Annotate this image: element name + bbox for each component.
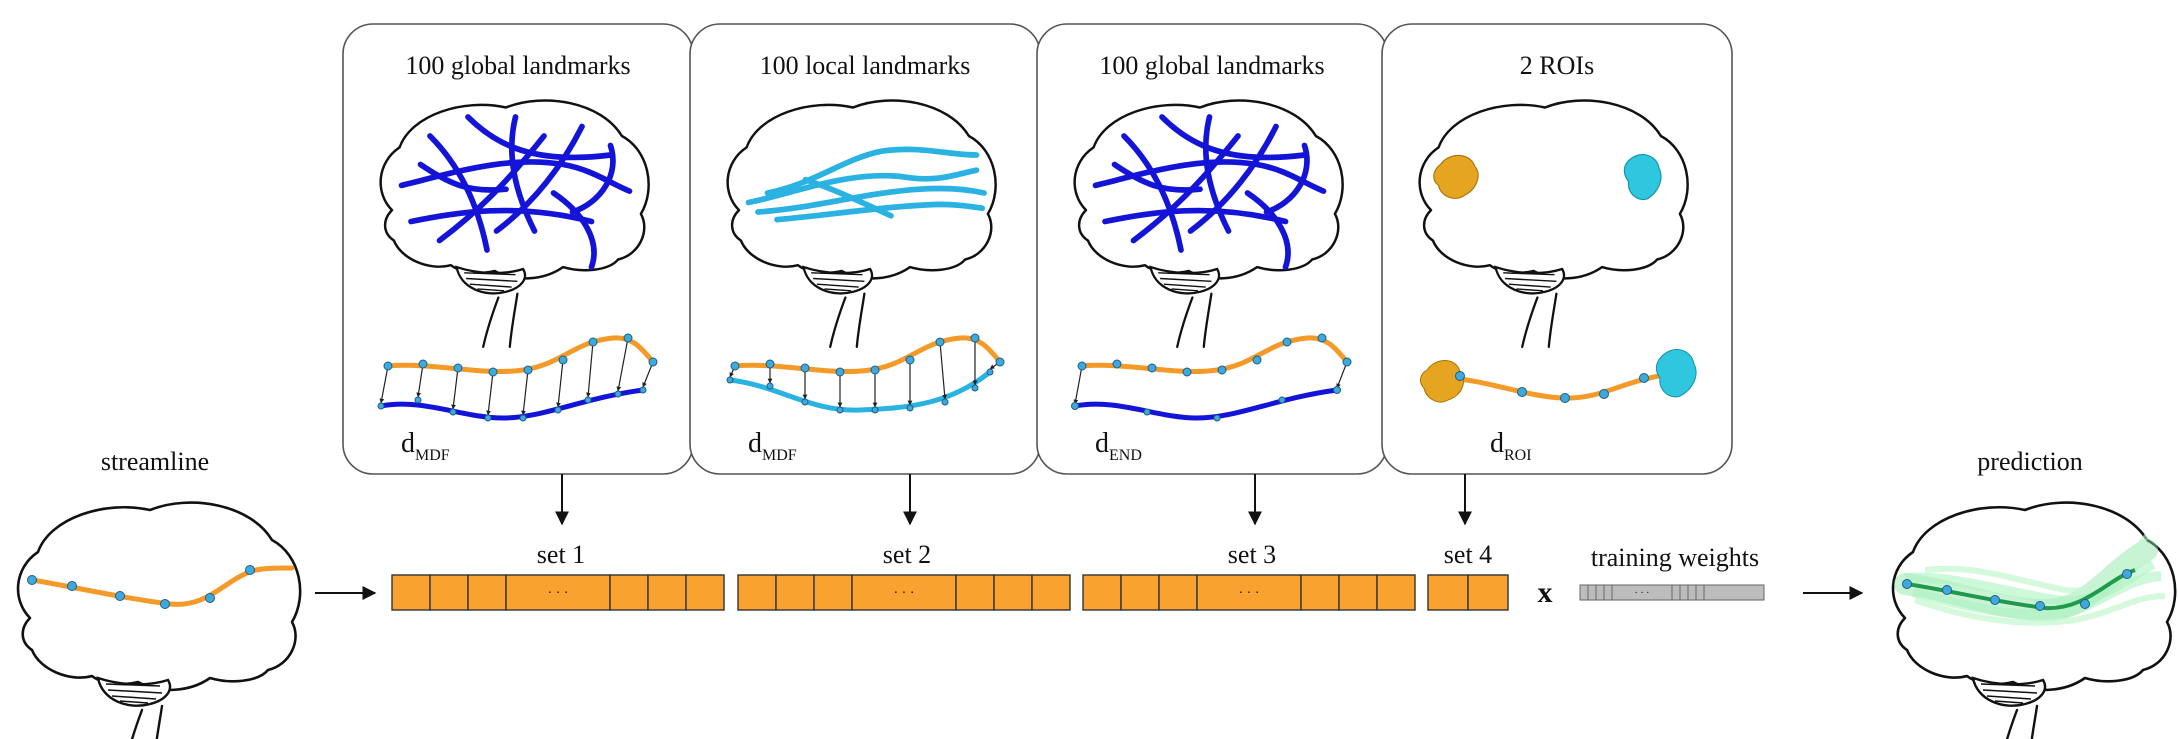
feature-set-2: set 2 · · · (737, 540, 1071, 611)
panel-title: 2 ROIs (1520, 51, 1594, 80)
distance-symbol: d (1490, 428, 1504, 459)
distance-illustration (726, 333, 1005, 414)
distance-symbol: d (748, 428, 762, 459)
cell-ellipsis: · · · (1239, 586, 1260, 601)
panel-title: 100 global landmarks (405, 51, 630, 80)
feature-cell (505, 574, 611, 611)
streamline-brain (16, 501, 302, 739)
weight-cell (1687, 584, 1697, 601)
panel-brain (379, 99, 650, 349)
set-label: set 3 (1228, 540, 1276, 569)
streamline-label: streamline (101, 447, 209, 476)
feature-cell (1338, 574, 1378, 611)
panel-1: 100 global landmarks dMDF (342, 23, 694, 475)
cell-ellipsis: · · · (548, 586, 569, 601)
feature-cell (429, 574, 469, 611)
prediction-label: prediction (1977, 447, 2082, 476)
distance-subscript: MDF (415, 447, 450, 464)
weight-cell (1587, 584, 1597, 601)
panel-brain (726, 99, 997, 349)
weight-ellipsis: · · · (1635, 588, 1650, 599)
feature-cell (685, 574, 725, 611)
feature-cell (1467, 574, 1509, 611)
feature-cell (851, 574, 957, 611)
global-landmarks (1092, 114, 1327, 270)
local-landmarks (745, 146, 987, 223)
weight-cell (1703, 584, 1765, 601)
panel-title: 100 local landmarks (760, 51, 971, 80)
weight-cell (1695, 584, 1705, 601)
feature-cell (609, 574, 649, 611)
feature-cell (737, 574, 777, 611)
distance-label: dROI (1490, 428, 1532, 464)
feature-cell (1196, 574, 1302, 611)
feature-cell (775, 574, 815, 611)
distance-symbol: d (1095, 428, 1109, 459)
feature-cell (1300, 574, 1340, 611)
feature-set-3: set 3 · · · (1082, 540, 1416, 611)
panel-3: 100 global landmarks dEND (1036, 23, 1388, 475)
weight-cell (1595, 584, 1605, 601)
roi-a-blob (1433, 154, 1479, 199)
feature-cell (1031, 574, 1071, 611)
feature-cell (993, 574, 1033, 611)
set-label: set 1 (537, 540, 585, 569)
feature-cell (1158, 574, 1198, 611)
distance-symbol: d (401, 428, 415, 459)
feature-cell (1082, 574, 1122, 611)
distance-subscript: MDF (762, 447, 797, 464)
training-weights-label: training weights (1591, 543, 1759, 572)
cell-ellipsis: · · · (894, 586, 915, 601)
panel-4: 2 ROIs dROI (1381, 23, 1733, 475)
feature-cell (467, 574, 507, 611)
feature-cell (813, 574, 853, 611)
feature-cell (1376, 574, 1416, 611)
distance-label: dMDF (748, 428, 797, 464)
distance-subscript: ROI (1504, 447, 1532, 464)
streamline-fiber (29, 565, 295, 607)
feature-cell (955, 574, 995, 611)
feature-set-4: set 4 (1427, 540, 1509, 611)
set-label: set 2 (883, 540, 931, 569)
training-weights-vector: · · · (1579, 584, 1765, 601)
set-label: set 4 (1444, 540, 1492, 569)
distance-subscript: END (1109, 447, 1142, 464)
distance-label: dMDF (401, 428, 450, 464)
distance-illustration (377, 333, 658, 422)
feature-cell (1120, 574, 1160, 611)
feature-set-1: set 1 · · · (391, 540, 725, 611)
panel-brain (1073, 99, 1344, 349)
panel-brain (1418, 99, 1689, 349)
weight-cell (1679, 584, 1689, 601)
global-landmarks (398, 114, 633, 270)
weight-cell (1671, 584, 1681, 601)
prediction-brain (1891, 501, 2177, 739)
weight-cell (1579, 584, 1589, 601)
feature-cell (1427, 574, 1469, 611)
weight-cell (1603, 584, 1613, 601)
panel-title: 100 global landmarks (1099, 51, 1324, 80)
panel-2: 100 local landmarks dMDF (689, 23, 1041, 475)
distance-label: dEND (1095, 428, 1142, 464)
multiply-symbol: x (1538, 576, 1553, 609)
distance-illustration (1419, 349, 1697, 403)
roi-b-blob (1623, 154, 1662, 201)
feature-cell (647, 574, 687, 611)
feature-cell (391, 574, 431, 611)
distance-illustration (1071, 333, 1352, 422)
roi-blobs (1433, 154, 1662, 201)
